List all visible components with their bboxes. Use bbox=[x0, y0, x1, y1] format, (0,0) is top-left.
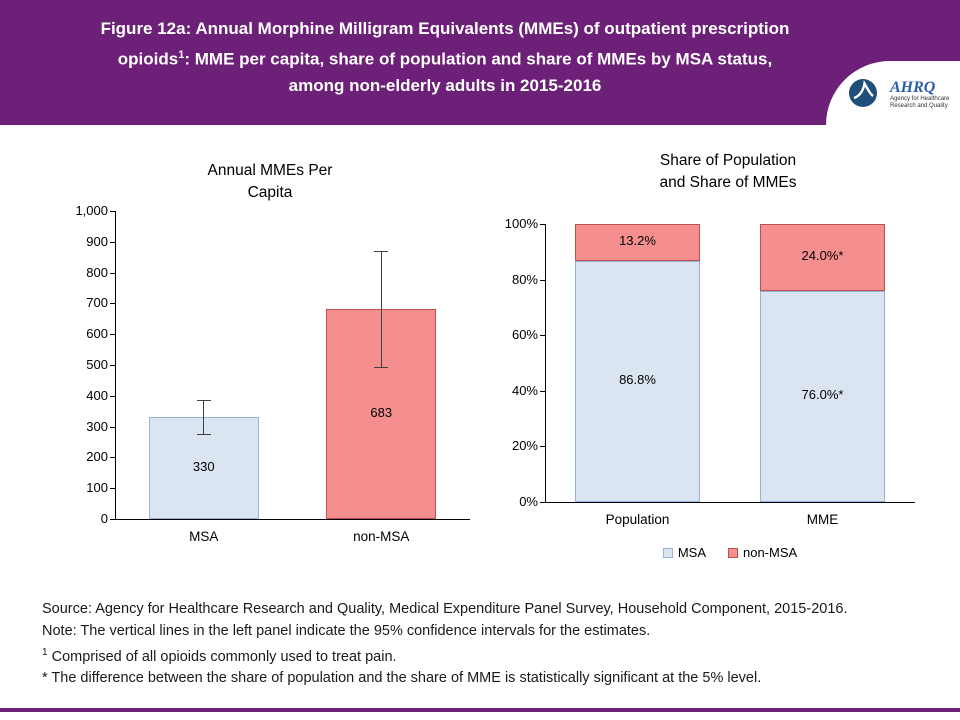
error-bar-line bbox=[203, 400, 205, 435]
chart-title: Annual MMEs Per Capita bbox=[70, 160, 470, 204]
chart-title-line: and Share of MMEs bbox=[659, 174, 797, 191]
y-tick-mark bbox=[110, 426, 115, 428]
y-tick-label: 80% bbox=[511, 271, 538, 287]
bottom-accent-line bbox=[0, 708, 960, 712]
x-category-label: MME bbox=[806, 512, 839, 527]
error-bar-line bbox=[380, 251, 382, 367]
chart-title-line: Share of Population bbox=[659, 152, 797, 169]
footnote-1-marker: 1 bbox=[42, 647, 48, 658]
ci-note: Note: The vertical lines in the left pan… bbox=[42, 622, 651, 639]
legend-item-MSA: MSA bbox=[662, 545, 706, 560]
chart-title: Share of Population and Share of MMEs bbox=[528, 150, 928, 194]
y-tick-label: 600 bbox=[86, 326, 108, 342]
y-tick-label: 100 bbox=[86, 480, 108, 496]
title-superscript: 1 bbox=[178, 49, 185, 61]
figure-title: Figure 12a: Annual Morphine Milligram Eq… bbox=[15, 16, 875, 99]
figure-title-line1: Figure 12a: Annual Morphine Milligram Eq… bbox=[100, 19, 790, 38]
y-axis-line bbox=[545, 224, 546, 502]
y-tick-mark bbox=[110, 365, 115, 366]
y-tick-label: 0% bbox=[519, 494, 538, 509]
title-band: Figure 12a: Annual Morphine Milligram Eq… bbox=[0, 0, 960, 125]
y-tick-mark bbox=[540, 224, 545, 225]
y-tick-label: 1,000 bbox=[75, 203, 108, 218]
stack-label-nonmsa: 13.2% bbox=[619, 233, 656, 249]
legend: MSA non-MSA bbox=[545, 545, 915, 560]
ahrq-wordmark: AHRQ bbox=[890, 79, 936, 96]
figure-title-line2: opioids1: MME per capita, share of popul… bbox=[117, 49, 773, 69]
bar-chart-mme-per-capita: Annual MMEs Per Capita 0 100 200 300 400 500 600… bbox=[40, 152, 480, 588]
y-tick-mark bbox=[110, 395, 115, 397]
legend-label-MSA: MSA bbox=[677, 545, 706, 560]
y-tick-mark bbox=[540, 279, 545, 281]
legend-item-non-MSA: non-MSA bbox=[727, 545, 798, 560]
y-tick-label: 40% bbox=[511, 382, 538, 398]
stack-label-msa: 76.0%* bbox=[801, 387, 844, 403]
y-tick-label: 700 bbox=[86, 295, 108, 311]
legend-swatch-MSA bbox=[662, 547, 673, 558]
error-bar-cap-top bbox=[374, 251, 389, 253]
y-tick-label: 60% bbox=[511, 327, 538, 343]
figure-title-line3: among non-elderly adults in 2015-2016 bbox=[288, 75, 602, 95]
y-tick-mark bbox=[540, 502, 545, 503]
y-tick-label: 900 bbox=[86, 233, 108, 249]
x-category-label: Population bbox=[605, 512, 670, 527]
error-bar-cap-top bbox=[196, 400, 211, 402]
chart-title-line: Capita bbox=[247, 184, 293, 201]
x-category-label: non-MSA bbox=[353, 529, 410, 544]
logo-text: AHRQ Agency for Healthcare Research and … bbox=[890, 80, 952, 110]
footnotes: Source: Agency for Healthcare Research a… bbox=[42, 599, 942, 690]
ahrq-tagline: Agency for Healthcare Research and Quali… bbox=[890, 96, 950, 109]
y-tick-label: 500 bbox=[86, 357, 108, 372]
y-tick-mark bbox=[110, 211, 115, 212]
hhs-eagle-icon bbox=[848, 78, 878, 113]
y-tick-mark bbox=[540, 446, 545, 448]
legend-swatch-non-MSA bbox=[727, 547, 738, 558]
error-bar-cap-bottom bbox=[374, 366, 389, 368]
chart-title-line: Annual MMEs Per bbox=[207, 162, 333, 179]
y-tick-mark bbox=[540, 335, 545, 337]
legend-label-non-MSA: non-MSA bbox=[742, 545, 798, 560]
y-tick-label: 0 bbox=[100, 511, 108, 526]
y-tick-mark bbox=[110, 519, 115, 520]
footnote-star: * The difference between the share of po… bbox=[42, 670, 762, 687]
y-tick-mark bbox=[110, 488, 115, 490]
bar-MSA bbox=[148, 417, 259, 519]
stack-label-msa: 86.8% bbox=[619, 372, 656, 388]
error-bar-cap-bottom bbox=[196, 434, 211, 436]
y-tick-mark bbox=[110, 241, 115, 243]
source-note: Source: Agency for Healthcare Research a… bbox=[42, 601, 848, 617]
stack-nonmsa-Population bbox=[575, 224, 700, 261]
stack-msa-Population bbox=[575, 260, 700, 502]
y-tick-label: 400 bbox=[86, 387, 108, 403]
stack-label-nonmsa: 24.0%* bbox=[801, 248, 844, 264]
y-tick-label: 200 bbox=[86, 449, 108, 465]
stacked-chart-population-mme-shares: Share of Population and Share of MMEs 0% 20… bbox=[500, 145, 950, 590]
y-tick-mark bbox=[110, 303, 115, 305]
y-tick-mark bbox=[110, 334, 115, 336]
y-tick-label: 20% bbox=[511, 438, 538, 454]
footnote-1: 1 Comprised of all opioids commonly used… bbox=[42, 647, 397, 665]
x-axis-line bbox=[545, 502, 915, 503]
y-tick-mark bbox=[110, 272, 115, 274]
y-tick-label: 800 bbox=[86, 264, 108, 280]
stack-msa-MME bbox=[760, 290, 885, 502]
y-tick-label: 100% bbox=[504, 216, 538, 231]
bar-value-label: 683 bbox=[370, 404, 393, 420]
bar-value-label: 330 bbox=[192, 459, 215, 475]
y-tick-mark bbox=[540, 390, 545, 392]
stack-nonmsa-MME bbox=[760, 224, 885, 291]
y-axis-line bbox=[115, 211, 116, 519]
x-axis-line bbox=[115, 519, 470, 520]
y-tick-label: 300 bbox=[86, 418, 108, 434]
x-category-label: MSA bbox=[189, 529, 219, 544]
y-tick-mark bbox=[110, 457, 115, 459]
